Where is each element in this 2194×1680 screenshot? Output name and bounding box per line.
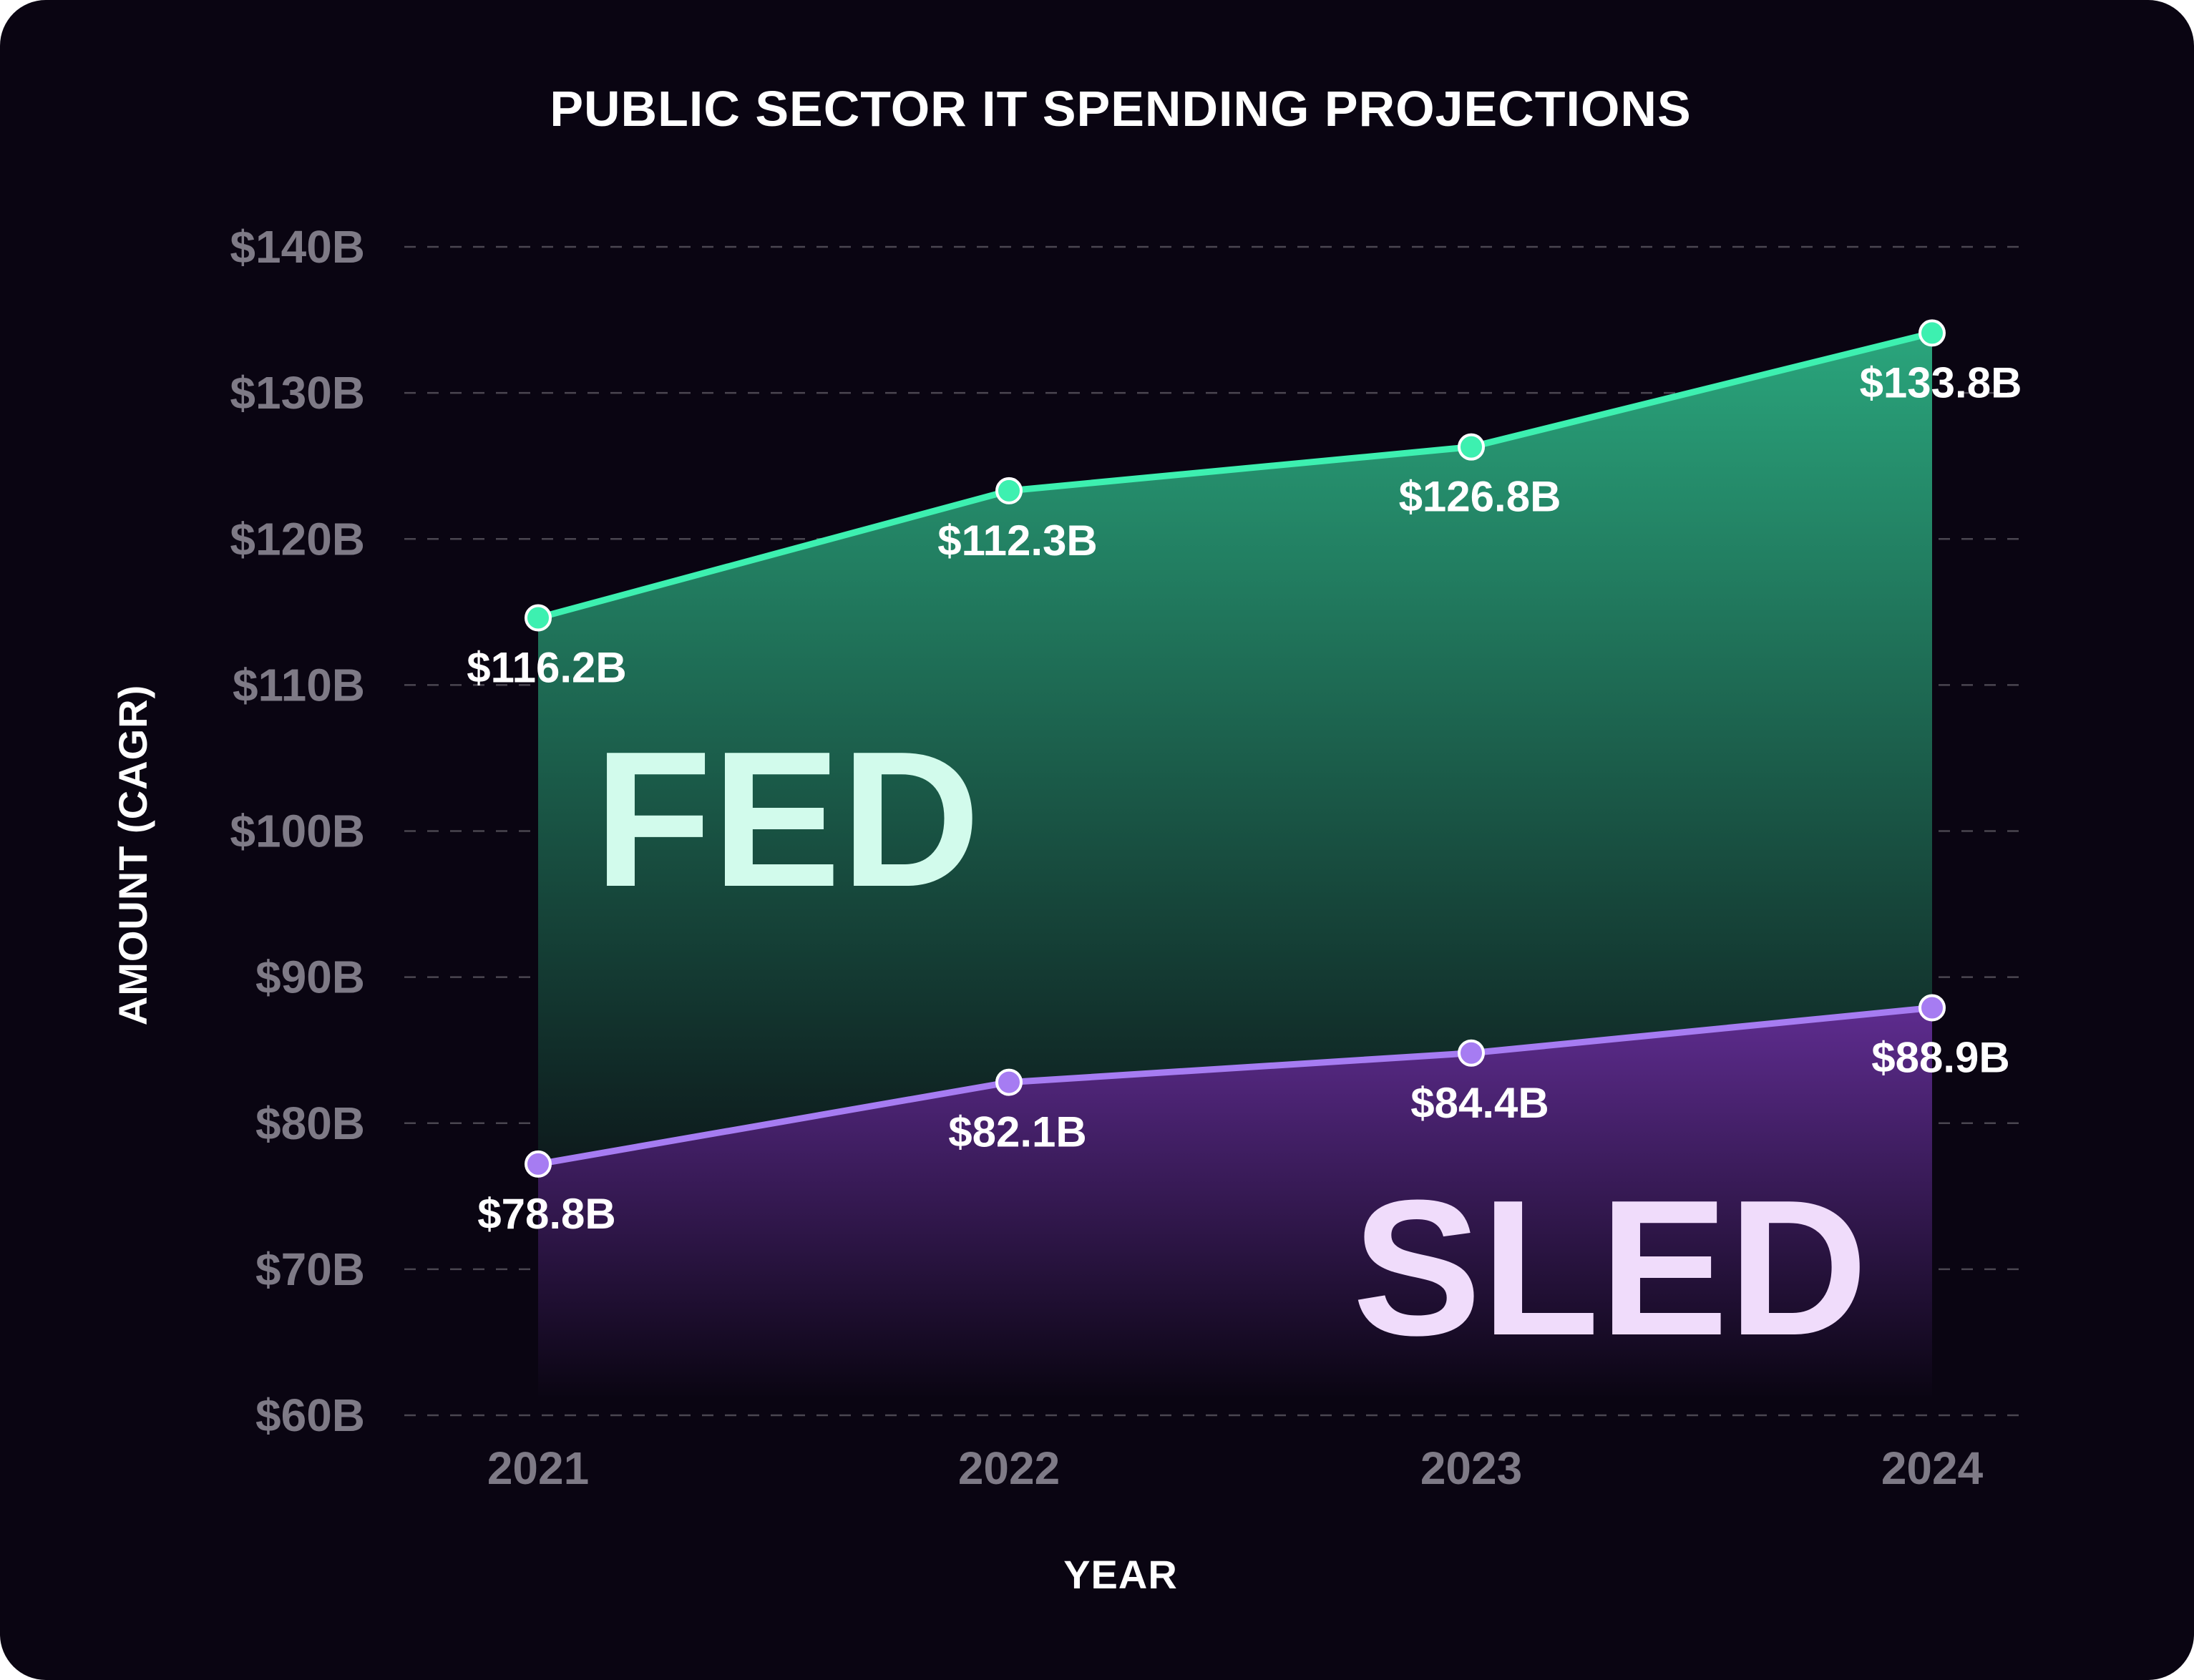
data-label-sled: $88.9B: [1871, 1033, 2009, 1081]
data-point-sled: [525, 1150, 552, 1178]
y-axis-ticks: $60B $70B $80B $90B $100B $110B $120B $130B $140…: [230, 221, 365, 1441]
series-label-sled: SLED: [1352, 1161, 1868, 1376]
data-point-fed: [1458, 433, 1485, 461]
y-tick-label: $100B: [230, 806, 365, 857]
data-point-fed: [525, 604, 552, 632]
x-axis-ticks: 2021 2022 2023 2024: [487, 1442, 1984, 1494]
x-axis-title: YEAR: [1063, 1552, 1178, 1597]
y-tick-label: $140B: [230, 221, 365, 273]
data-label-sled: $84.4B: [1410, 1079, 1549, 1127]
point-layer: [525, 319, 1946, 1178]
x-tick-label: 2021: [487, 1442, 589, 1494]
data-label-layer: $116.2B $112.3B $126.8B $133.8B $78.8B $82.1B…: [467, 358, 2022, 1237]
data-point-fed: [1918, 319, 1946, 347]
y-tick-label: $80B: [255, 1098, 365, 1149]
y-tick-label: $110B: [233, 659, 365, 710]
x-tick-label: 2024: [1881, 1442, 1984, 1494]
series-line-sled: [535, 1004, 1936, 1168]
data-label-sled: $78.8B: [477, 1190, 615, 1238]
x-tick-label: 2023: [1420, 1442, 1522, 1494]
series-label-fed: FED: [594, 712, 980, 927]
data-point-sled: [1458, 1039, 1485, 1067]
data-label-fed: $112.3B: [937, 517, 1098, 565]
data-point-sled: [1918, 994, 1946, 1022]
y-axis-title: AMOUNT (CAGR): [110, 685, 155, 1025]
data-point-fed: [995, 477, 1023, 504]
y-tick-label: $60B: [255, 1390, 365, 1441]
y-tick-label: $90B: [255, 952, 365, 1003]
data-point-sled: [995, 1068, 1023, 1096]
data-label-fed: $133.8B: [1860, 358, 2022, 406]
data-label-fed: $116.2B: [467, 643, 627, 691]
chart-title: PUBLIC SECTOR IT SPENDING PROJECTIONS: [550, 81, 1691, 137]
data-label-sled: $82.1B: [948, 1108, 1086, 1156]
y-tick-label: $130B: [230, 367, 365, 419]
series-line-fed: [535, 329, 1936, 621]
line-layer: [535, 329, 1936, 1168]
y-tick-label: $70B: [255, 1244, 365, 1295]
y-tick-label: $120B: [230, 513, 365, 565]
data-label-fed: $126.8B: [1399, 473, 1561, 521]
x-tick-label: 2022: [958, 1442, 1060, 1494]
